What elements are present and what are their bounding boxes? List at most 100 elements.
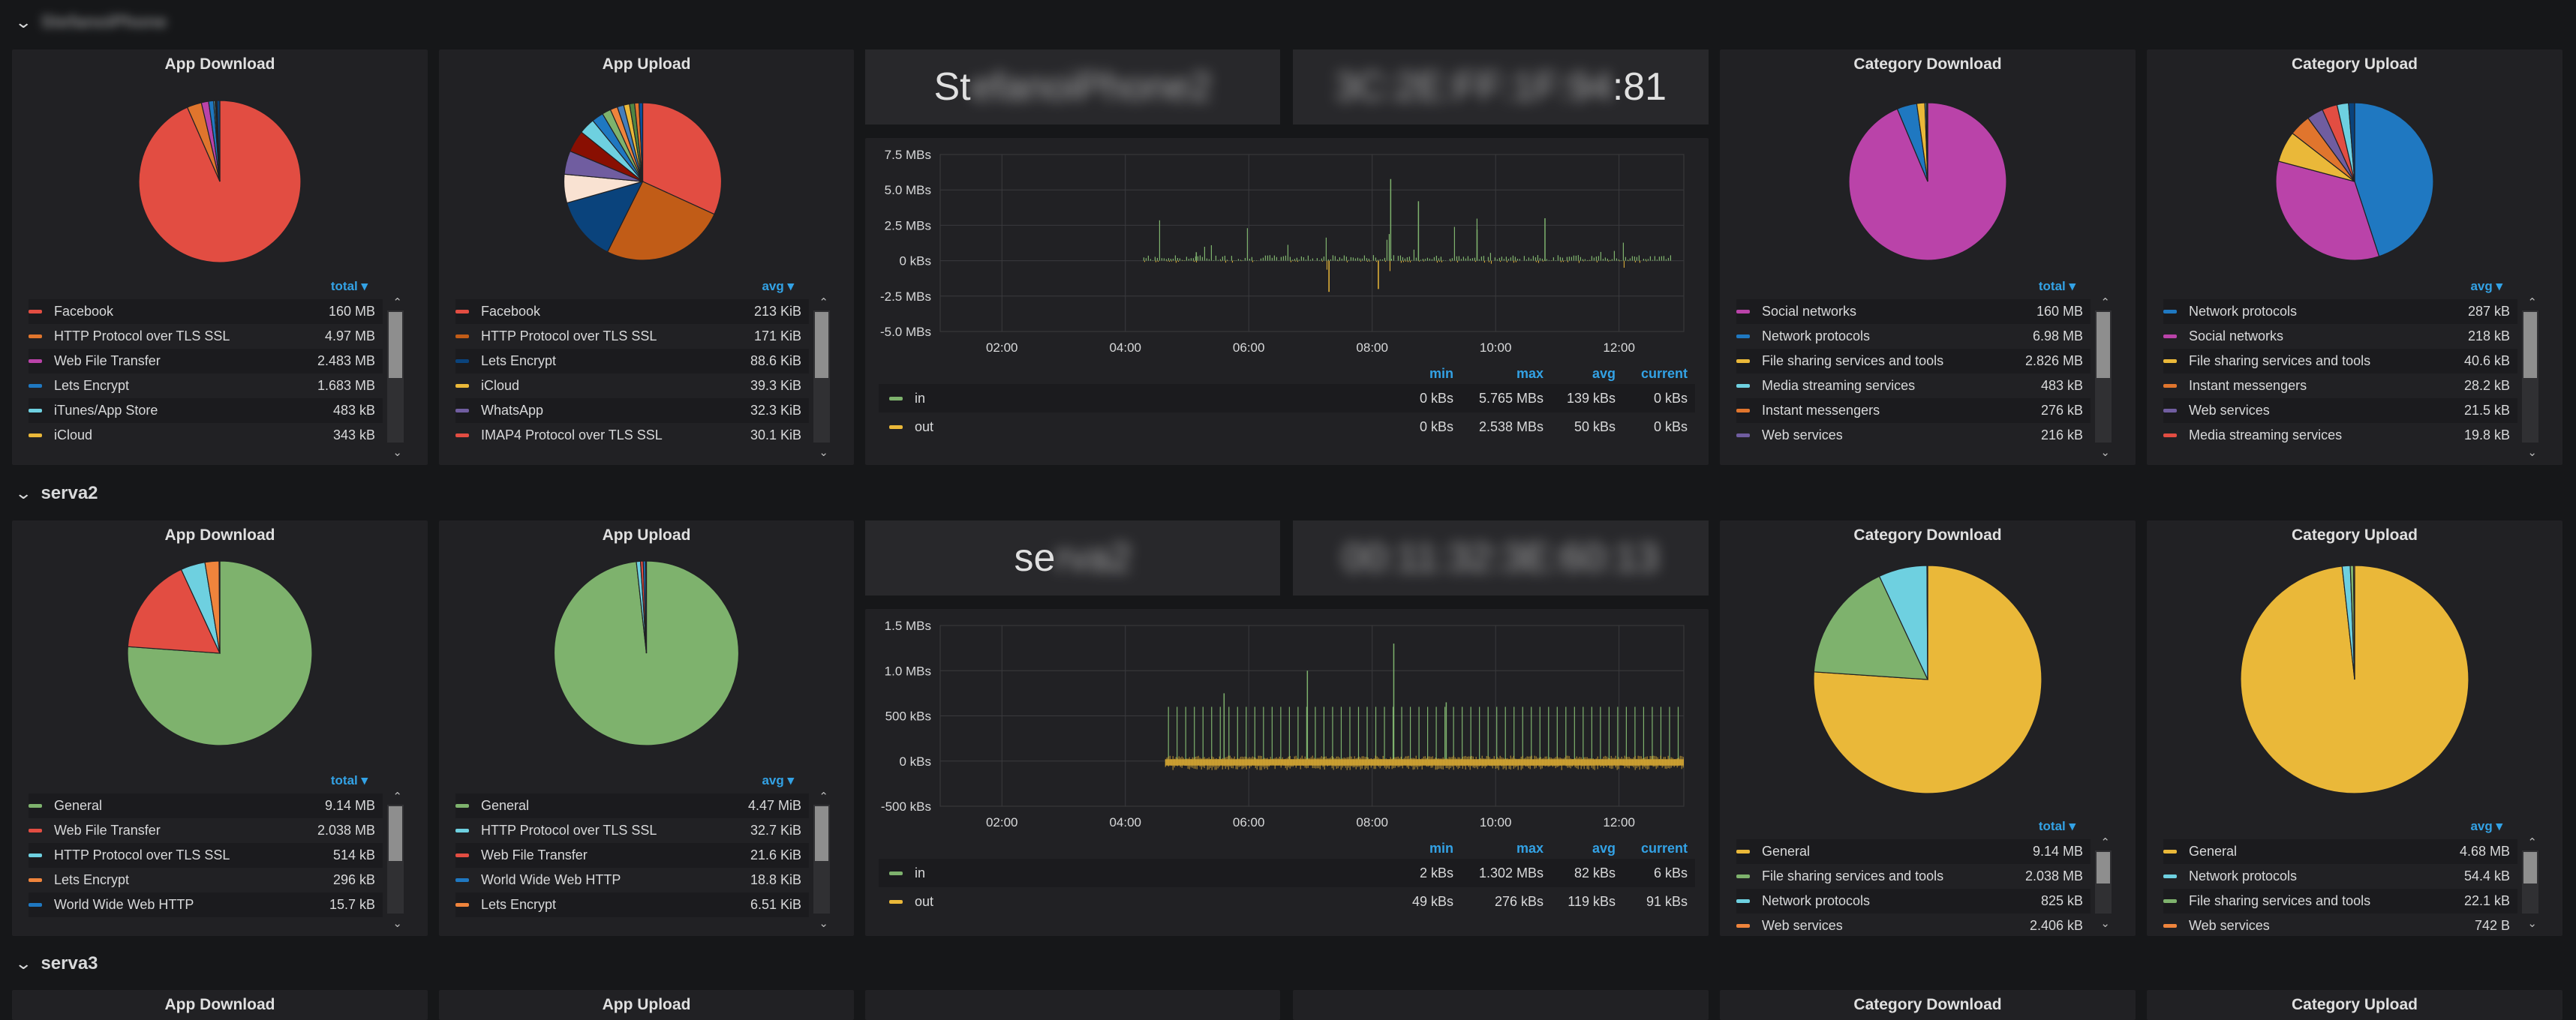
legend-item[interactable]: World Wide Web HTTP 18.8 KiB (455, 868, 809, 892)
legend-item[interactable]: Web File Transfer 21.6 KiB (455, 843, 809, 868)
panel-title[interactable]: App Upload (602, 996, 691, 1013)
legend-item[interactable]: Web File Transfer 2.038 MB (29, 818, 383, 843)
row-header[interactable]: ⌄ serva3 (0, 941, 2576, 986)
legend-scrollbar[interactable] (2522, 310, 2538, 442)
collapse-chevron-icon[interactable]: ⌄ (14, 13, 33, 32)
legend-item[interactable]: World Wide Web HTTP 15.7 kB (29, 892, 383, 917)
legend-item[interactable]: Lets Encrypt 6.51 KiB (455, 892, 809, 917)
legend-item[interactable]: File sharing services and tools 40.6 kB (2163, 349, 2517, 374)
scroll-down-icon[interactable]: ⌄ (392, 917, 402, 930)
scrollbar-thumb[interactable] (2523, 312, 2537, 378)
collapse-chevron-icon[interactable]: ⌄ (14, 954, 33, 973)
pie-slice[interactable] (645, 560, 648, 654)
scroll-down-icon[interactable]: ⌄ (2527, 446, 2537, 459)
legend-item[interactable]: Lets Encrypt 88.6 KiB (455, 349, 809, 374)
legend-item[interactable]: Media streaming services 483 kB (1736, 374, 2091, 398)
panel-title[interactable]: Category Download (1853, 996, 2002, 1013)
legend-scrollbar[interactable] (2095, 850, 2112, 914)
pie-slice[interactable] (2354, 102, 2434, 257)
legend-item[interactable]: Lets Encrypt 1.683 MB (29, 374, 383, 398)
legend-series-row[interactable]: out 0 kBs 2.538 MBs 50 kBs 0 kBs (879, 412, 1695, 441)
legend-sort-dropdown[interactable]: total ▾ (330, 773, 368, 788)
legend-item[interactable]: Web services 21.5 kB (2163, 398, 2517, 423)
row-header[interactable]: ⌄ StefanoiPhone (0, 0, 2576, 45)
scroll-down-icon[interactable]: ⌄ (392, 446, 402, 459)
legend-item[interactable]: WhatsApp 32.3 KiB (455, 398, 809, 423)
column-header-max[interactable]: max (1516, 840, 1543, 856)
legend-item[interactable]: Facebook 213 KiB (455, 299, 809, 324)
panel-title[interactable]: Category Download (1853, 56, 2002, 73)
legend-item[interactable]: Network protocols 287 kB (2163, 299, 2517, 324)
legend-item[interactable]: General 4.47 MiB (455, 794, 809, 818)
column-header-avg[interactable]: avg (1592, 840, 1616, 856)
legend-item[interactable]: File sharing services and tools 2.826 MB (1736, 349, 2091, 374)
scroll-up-icon[interactable]: ⌃ (392, 296, 402, 309)
pie-slice[interactable] (1926, 102, 1928, 182)
legend-item[interactable]: General 9.14 MB (1736, 839, 2091, 864)
legend-item[interactable]: iCloud 39.3 KiB (455, 374, 809, 398)
legend-item[interactable]: General 4.68 MB (2163, 839, 2517, 864)
panel-title[interactable]: Category Download (1853, 526, 2002, 544)
pie-slice[interactable] (566, 181, 644, 253)
legend-sort-dropdown[interactable]: avg ▾ (762, 773, 794, 788)
legend-scrollbar[interactable] (813, 310, 830, 442)
pie-slice[interactable] (638, 102, 644, 182)
column-header-min[interactable]: min (1429, 365, 1453, 381)
legend-item[interactable]: iTunes/App Store 483 kB (29, 398, 383, 423)
pie-slice[interactable] (642, 102, 723, 215)
panel-title[interactable]: Category Upload (2291, 526, 2418, 544)
scroll-down-icon[interactable]: ⌄ (2100, 446, 2110, 459)
column-header-min[interactable]: min (1429, 840, 1453, 856)
scroll-down-icon[interactable]: ⌄ (819, 917, 828, 930)
legend-item[interactable]: General 9.14 MB (29, 794, 383, 818)
legend-item[interactable]: HTTP Protocol over TLS SSL 32.7 KiB (455, 818, 809, 843)
legend-item[interactable]: Social networks 218 kB (2163, 324, 2517, 349)
legend-item[interactable]: iCloud 343 kB (29, 423, 383, 448)
pie-slice[interactable] (216, 100, 221, 182)
scrollbar-thumb[interactable] (2097, 852, 2110, 884)
legend-sort-dropdown[interactable]: total ▾ (2038, 819, 2076, 833)
pie-slice[interactable] (1813, 565, 2042, 794)
legend-scrollbar[interactable] (2095, 310, 2112, 442)
scrollbar-thumb[interactable] (389, 806, 402, 861)
collapse-chevron-icon[interactable]: ⌄ (14, 484, 33, 502)
panel-title[interactable]: App Download (164, 526, 275, 544)
pie-slice[interactable] (2275, 160, 2380, 261)
column-header-current[interactable]: current (1640, 365, 1688, 381)
legend-item[interactable]: Web services 742 B (2163, 914, 2517, 930)
legend-item[interactable]: Web services 2.406 kB (1736, 914, 2091, 930)
scroll-up-icon[interactable]: ⌃ (2100, 836, 2110, 849)
legend-item[interactable]: Instant messengers 28.2 kB (2163, 374, 2517, 398)
legend-sort-dropdown[interactable]: total ▾ (2038, 279, 2076, 293)
legend-item[interactable]: HTTP Protocol over TLS SSL 514 kB (29, 843, 383, 868)
legend-sort-dropdown[interactable]: avg ▾ (2470, 819, 2502, 833)
scrollbar-thumb[interactable] (815, 806, 828, 861)
legend-item[interactable]: Web File Transfer 2.483 MB (29, 349, 383, 374)
legend-item[interactable]: File sharing services and tools 2.038 MB (1736, 864, 2091, 889)
legend-item[interactable]: Web services 216 kB (1736, 423, 2091, 448)
scroll-down-icon[interactable]: ⌄ (2100, 917, 2110, 930)
legend-item[interactable]: HTTP Protocol over TLS SSL 4.97 MB (29, 324, 383, 349)
legend-item[interactable]: Instant messengers 276 kB (1736, 398, 2091, 423)
scrollbar-thumb[interactable] (2523, 852, 2537, 884)
legend-series-row[interactable]: in 2 kBs 1.302 MBs 82 kBs 6 kBs (879, 859, 1695, 887)
time-series-chart[interactable]: 7.5 MBs 5.0 MBs 2.5 MBs 0 kBs -2.5 MBs -5.0 M… (865, 138, 1709, 362)
legend-item[interactable]: Facebook 160 MB (29, 299, 383, 324)
legend-scrollbar[interactable] (387, 310, 404, 442)
panel-title[interactable]: App Download (164, 56, 275, 73)
scroll-up-icon[interactable]: ⌃ (2100, 296, 2110, 309)
column-header-avg[interactable]: avg (1592, 365, 1616, 381)
scroll-up-icon[interactable]: ⌃ (392, 790, 402, 803)
row-header[interactable]: ⌄ serva2 (0, 471, 2576, 516)
legend-scrollbar[interactable] (2522, 850, 2538, 914)
legend-item[interactable]: Media streaming services 19.8 kB (2163, 423, 2517, 448)
scrollbar-thumb[interactable] (815, 312, 828, 378)
legend-scrollbar[interactable] (813, 805, 830, 914)
scroll-up-icon[interactable]: ⌃ (819, 790, 828, 803)
legend-item[interactable]: Social networks 160 MB (1736, 299, 2091, 324)
legend-item[interactable]: IMAP4 Protocol over TLS SSL 30.1 KiB (455, 423, 809, 448)
scroll-down-icon[interactable]: ⌄ (819, 446, 828, 459)
legend-sort-dropdown[interactable]: avg ▾ (762, 279, 794, 293)
legend-sort-dropdown[interactable]: total ▾ (330, 279, 368, 293)
scrollbar-thumb[interactable] (389, 312, 402, 378)
